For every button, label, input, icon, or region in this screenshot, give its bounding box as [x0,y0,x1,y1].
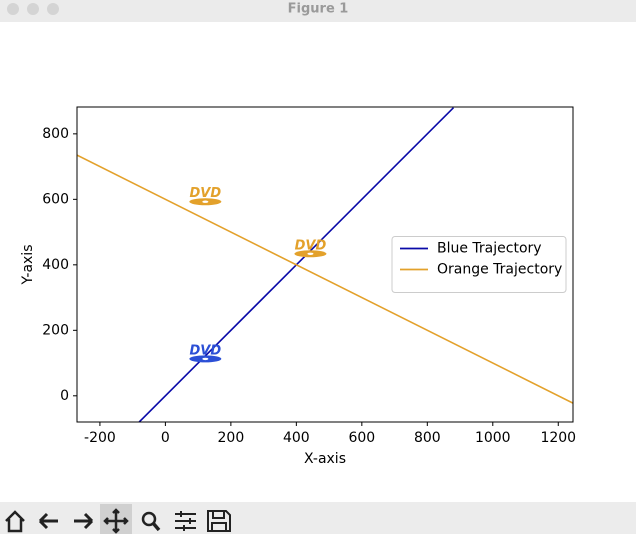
zoom-button[interactable] [47,3,59,15]
y-tick-label: 200 [42,322,69,338]
forward-button[interactable] [74,512,94,530]
zoom-tool[interactable] [141,511,157,527]
axes-frame [76,106,574,423]
x-tick-label: 800 [414,430,441,446]
title-bar [0,0,636,22]
line [77,154,573,404]
toolbar-icons [5,504,231,534]
window-title: Figure 1 [288,2,349,17]
x-tick-label: 0 [161,430,170,446]
x-tick-label: 400 [283,430,310,446]
legend-label: Orange Trajectory [437,262,562,278]
logo-hole [202,200,209,203]
back-button[interactable] [38,512,58,530]
x-tick-label: 600 [348,430,375,446]
logo-hole [202,357,209,361]
dvd-logo: DVD [294,238,327,258]
close-button[interactable] [7,3,19,15]
plot-area: DVD DVD DVD [77,107,573,422]
toolbar [0,502,636,534]
logo-text: DVD [295,238,327,253]
logo-text: DVD [190,343,222,358]
home-button[interactable] [5,510,25,533]
zoom-handle [151,521,161,532]
save-button[interactable] [207,510,231,532]
y-tick-label: 400 [42,257,69,273]
y-tick-label: 800 [42,126,69,142]
minimize-button[interactable] [27,3,39,15]
y-axis-label: Y-axis [20,245,36,286]
x-tick-label: 1000 [475,430,511,446]
dvd-logo: DVD [189,186,222,206]
logo-text: DVD [190,186,222,201]
configure-button[interactable] [175,511,196,531]
x-tick-label: 1200 [540,430,576,446]
x-tick-label: 200 [218,430,245,446]
legend-label: Blue Trajectory [437,241,542,257]
dvd-logo: DVD [189,343,222,363]
legend-box [391,236,567,293]
pan-button[interactable] [103,508,129,534]
y-tick-label: 600 [42,191,69,207]
x-tick-label: -200 [84,430,116,446]
logo-hole [307,252,314,255]
y-tick-label: 0 [60,388,69,404]
x-axis-label: X-axis [304,451,346,467]
